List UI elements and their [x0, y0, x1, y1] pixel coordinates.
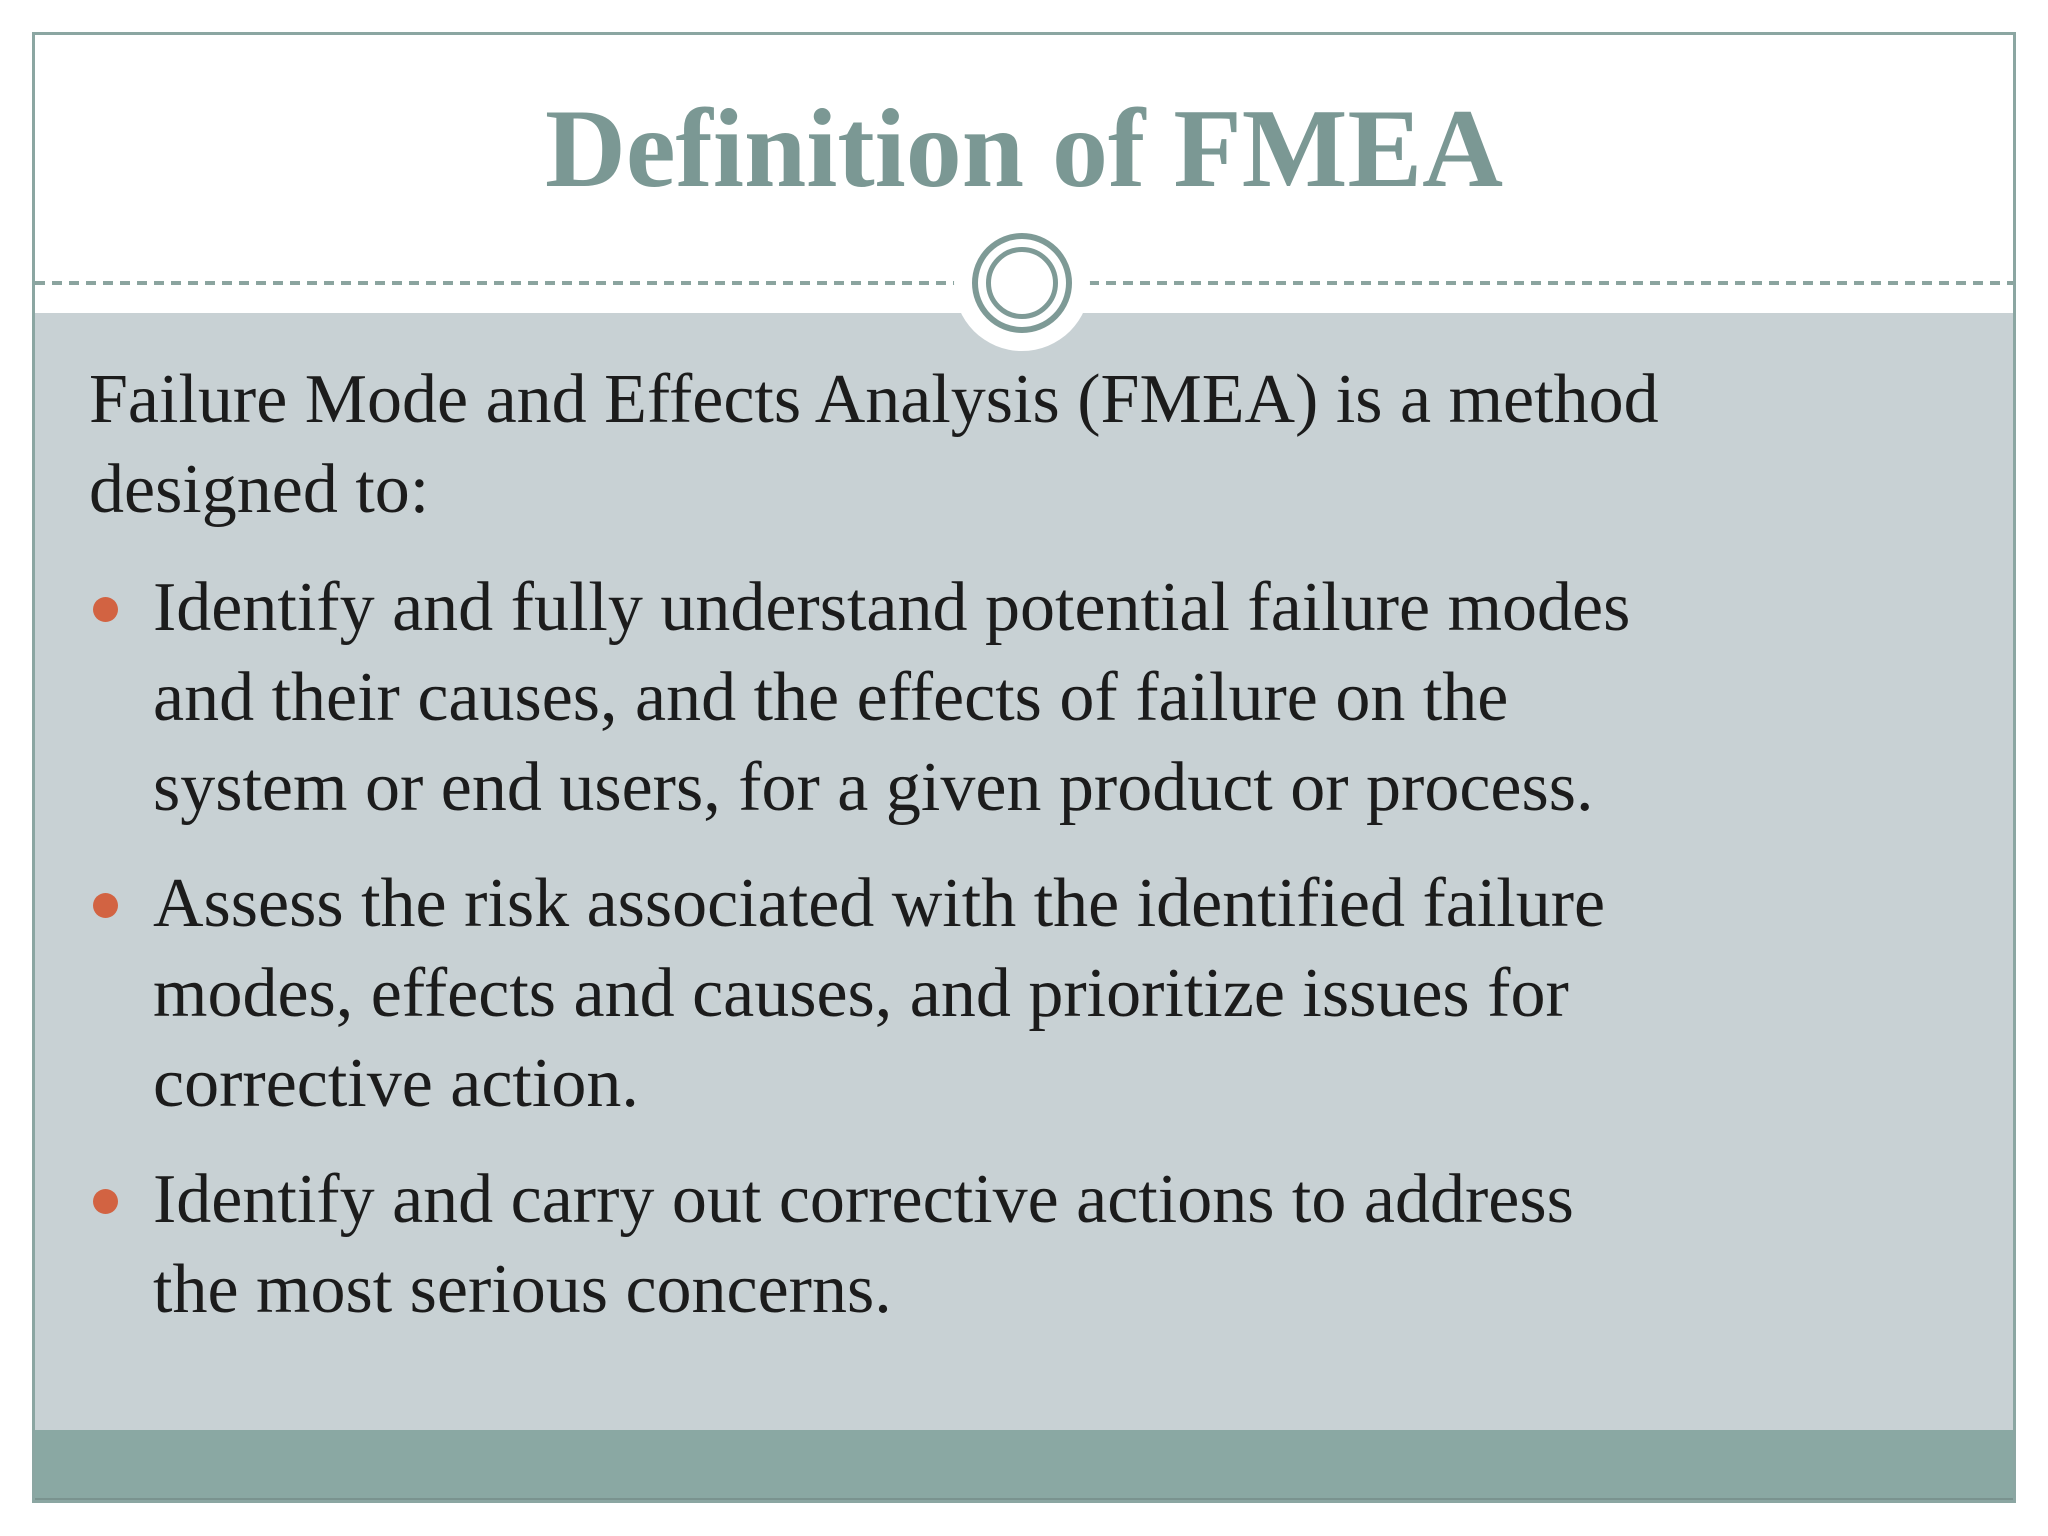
- bullet-dot-icon: [93, 893, 118, 918]
- slide-frame: Definition of FMEA Failure Mode and Effe…: [32, 32, 2016, 1503]
- bullet-text: Identify and fully understand potential …: [153, 569, 1631, 826]
- footer-accent-bar: [35, 1430, 2013, 1500]
- list-item: Identify and fully understand potential …: [89, 563, 1973, 833]
- bullet-text: Identify and carry out corrective action…: [153, 1161, 1574, 1328]
- page-title: Definition of FMEA: [544, 87, 1504, 211]
- intro-paragraph: Failure Mode and Effects Analysis (FMEA)…: [89, 361, 1659, 528]
- bullet-list: Identify and fully understand potential …: [89, 563, 1973, 1335]
- divider-circle-inner-ring: [986, 247, 1058, 319]
- bullet-text: Assess the risk associated with the iden…: [153, 865, 1606, 1122]
- bullet-dot-icon: [93, 1189, 118, 1214]
- list-item: Identify and carry out corrective action…: [89, 1155, 1973, 1335]
- slide-body: Failure Mode and Effects Analysis (FMEA)…: [35, 313, 2013, 1430]
- bullet-dot-icon: [93, 597, 118, 622]
- list-item: Assess the risk associated with the iden…: [89, 859, 1973, 1129]
